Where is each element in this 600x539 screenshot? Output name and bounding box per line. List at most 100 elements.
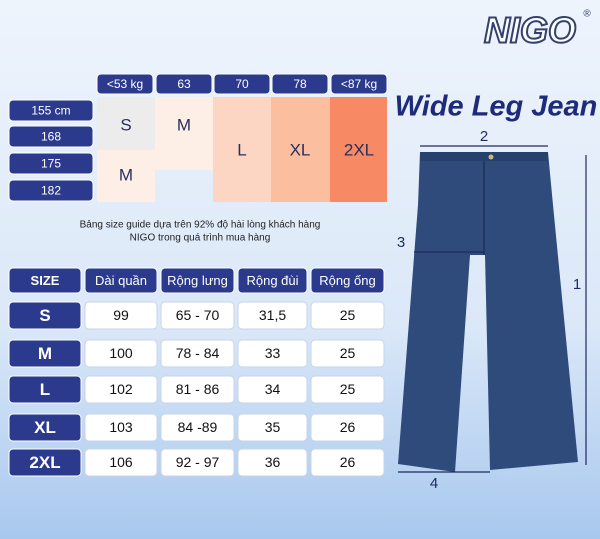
measure-label: 4: [430, 475, 438, 492]
cell-text: 102: [109, 381, 133, 397]
cell-text: 84 -89: [178, 419, 218, 435]
header-cell: [84, 267, 158, 294]
logo-mark: ®: [583, 9, 591, 20]
cell: [310, 448, 385, 477]
cell-text: 26: [340, 454, 356, 470]
cell: [84, 301, 158, 330]
cell: [84, 448, 158, 477]
header-cell: [8, 125, 94, 148]
cell: [237, 448, 308, 477]
cell-text: Rộng ống: [319, 273, 375, 288]
cell: [84, 339, 158, 368]
cell-text: M: [38, 344, 52, 363]
measure-label: 2: [480, 128, 488, 145]
cell-text: 182: [41, 184, 61, 198]
header-cell: [8, 267, 82, 294]
cell-text: 35: [265, 419, 281, 435]
header-cell: [8, 301, 82, 330]
cell: [160, 413, 235, 442]
cell-text: 78 - 84: [176, 345, 220, 361]
cell-text: 103: [109, 419, 133, 435]
grid-size: L: [237, 140, 246, 159]
xxl-region: [330, 97, 387, 202]
s-region: [97, 97, 155, 150]
cell-text: 175: [41, 157, 61, 171]
cell-text: 65 - 70: [176, 307, 220, 323]
cell-text: 78: [293, 77, 307, 91]
header-cell: [160, 267, 235, 294]
cell-text: 106: [109, 454, 133, 470]
cell: [84, 413, 158, 442]
jeans: [398, 152, 578, 472]
header-cell: [8, 99, 94, 122]
cell-text: 63: [177, 77, 191, 91]
cell-text: 2XL: [29, 453, 60, 472]
cell-text: Dài quần: [95, 273, 147, 288]
grid-size: XL: [290, 140, 311, 159]
cell-text: 31,5: [259, 307, 286, 323]
header-cell: [237, 267, 308, 294]
arrows: [398, 145, 587, 473]
cell-text: 70: [235, 77, 249, 91]
grid-size: M: [119, 165, 133, 184]
cell-text: 34: [265, 381, 281, 397]
header-cell: [155, 73, 213, 95]
header-cell: [8, 152, 94, 175]
grid-size: M: [177, 115, 191, 134]
header-cell: [8, 179, 94, 202]
header-cell: [96, 73, 154, 95]
cell-text: 99: [113, 307, 129, 323]
cell-text: SIZE: [31, 273, 60, 288]
cell-text: 81 - 86: [176, 381, 220, 397]
cell-text: <87 kg: [341, 77, 377, 91]
cell: [310, 375, 385, 404]
l-region: [213, 97, 271, 202]
cell: [237, 413, 308, 442]
cell-text: 25: [340, 307, 356, 323]
cell: [237, 301, 308, 330]
cell-text: 100: [109, 345, 133, 361]
header-cell: [213, 73, 271, 95]
header-cell: [8, 339, 82, 368]
cell: [237, 375, 308, 404]
cell: [237, 339, 308, 368]
cell: [160, 375, 235, 404]
cell: [310, 301, 385, 330]
cell-text: 26: [340, 419, 356, 435]
grid-size: S: [120, 115, 131, 134]
measure-label: 3: [397, 234, 405, 251]
cell-text: 92 - 97: [176, 454, 220, 470]
cell: [310, 413, 385, 442]
cell-text: Rộng lưng: [167, 273, 228, 288]
cell-text: XL: [34, 418, 56, 437]
cell-text: 155 cm: [31, 104, 70, 118]
cell: [160, 448, 235, 477]
header-cell: [330, 73, 388, 95]
cell-text: 33: [265, 345, 281, 361]
cell-text: <53 kg: [107, 77, 143, 91]
note-line: NIGO trong quá trình mua hàng: [130, 233, 271, 244]
xl-region: [271, 97, 330, 202]
header-cell: [8, 375, 82, 404]
cell-text: 36: [265, 454, 281, 470]
cell-text: 168: [41, 130, 61, 144]
note-line: Bảng size guide dựa trên 92% độ hài lòng…: [80, 220, 321, 231]
logo: NIGO: [484, 10, 576, 51]
cell-text: 25: [340, 381, 356, 397]
title: Wide Leg Jean: [395, 91, 598, 123]
cell: [160, 301, 235, 330]
cell-text: 25: [340, 345, 356, 361]
cell-text: S: [39, 306, 50, 325]
cell-text: Rộng đùi: [246, 273, 298, 288]
header-cell: [271, 73, 329, 95]
cell-text: L: [40, 380, 50, 399]
cell: [310, 339, 385, 368]
measure-label: 1: [573, 276, 581, 293]
header-cell: [8, 413, 82, 442]
header-cell: [8, 448, 82, 477]
grid-size: 2XL: [344, 140, 374, 159]
header-cell: [310, 267, 385, 294]
cell: [160, 339, 235, 368]
cell: [84, 375, 158, 404]
